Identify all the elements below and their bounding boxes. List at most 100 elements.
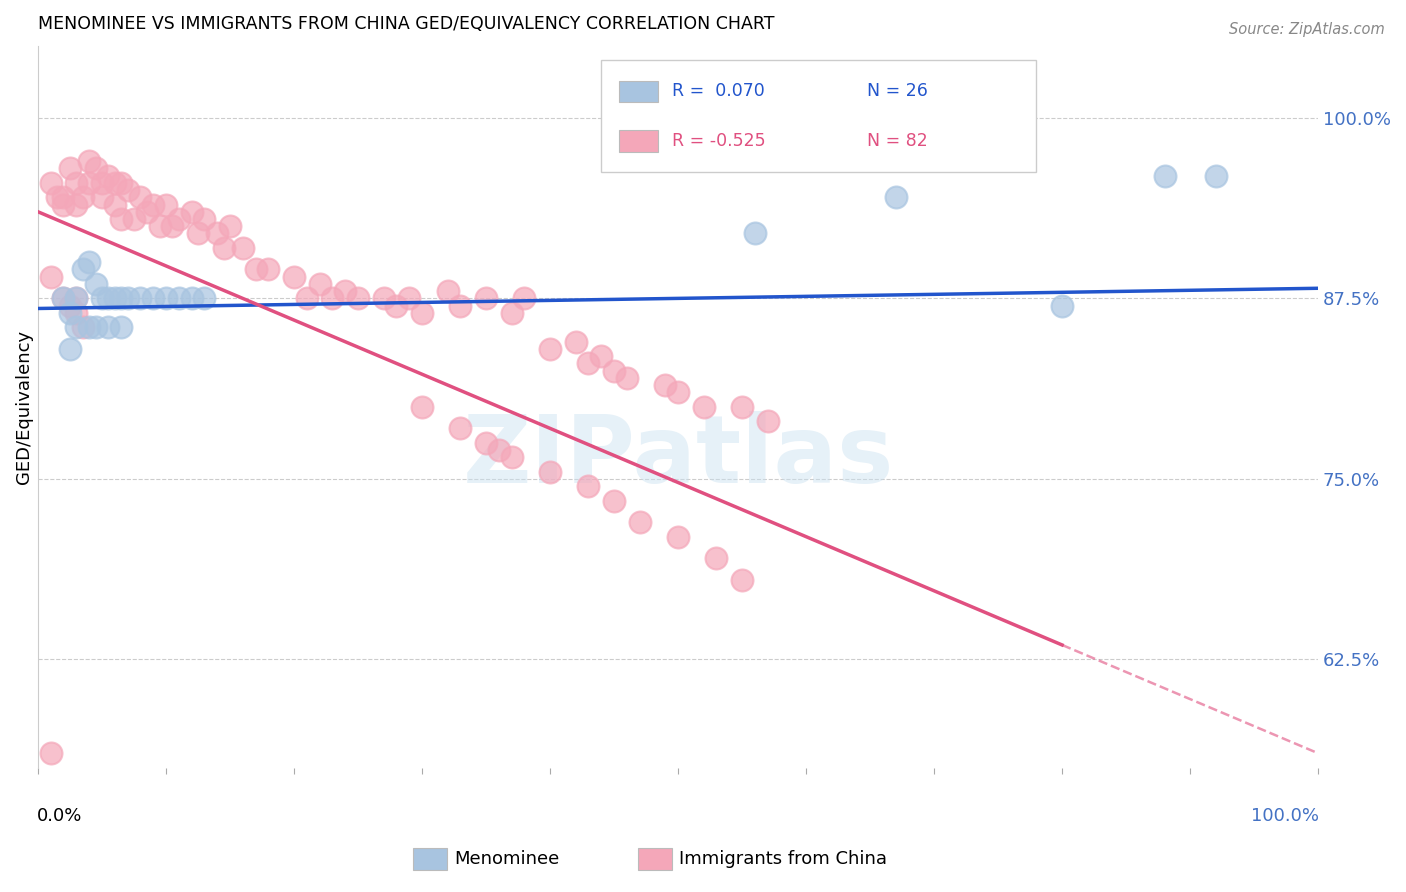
Point [72, 262, 94, 277]
Point [104, 292, 127, 306]
Point [654, 378, 676, 392]
Point [117, 183, 139, 197]
Point [321, 292, 343, 306]
Point [603, 363, 626, 377]
Point [219, 219, 242, 234]
Text: R =  0.070: R = 0.070 [672, 82, 765, 101]
Point [142, 197, 165, 211]
Point [110, 211, 132, 226]
Text: 100.0%: 100.0% [1251, 807, 1319, 825]
Point [245, 262, 267, 277]
Point [488, 442, 510, 457]
Point [77, 154, 100, 169]
Point [411, 306, 433, 320]
Point [205, 227, 228, 241]
Text: N = 26: N = 26 [868, 82, 928, 101]
Point [65, 320, 87, 334]
Point [1205, 169, 1227, 183]
Point [52, 190, 75, 204]
Point [180, 204, 202, 219]
Point [501, 450, 523, 465]
Point [187, 227, 209, 241]
Point [90, 176, 112, 190]
Point [295, 292, 318, 306]
Point [731, 400, 754, 414]
Point [46, 190, 69, 204]
Point [603, 493, 626, 508]
Text: Immigrants from China: Immigrants from China [679, 850, 887, 868]
Point [90, 190, 112, 204]
Point [117, 292, 139, 306]
Point [756, 414, 779, 428]
Point [97, 169, 120, 183]
Point [52, 197, 75, 211]
FancyBboxPatch shape [619, 80, 658, 103]
Point [65, 306, 87, 320]
Point [564, 334, 586, 349]
Point [449, 421, 471, 435]
Point [167, 292, 190, 306]
Point [193, 211, 215, 226]
Point [39, 269, 62, 284]
Point [628, 515, 651, 529]
Point [257, 262, 280, 277]
Point [283, 269, 305, 284]
Point [77, 176, 100, 190]
Point [398, 292, 420, 306]
Point [65, 292, 87, 306]
Point [449, 299, 471, 313]
Point [962, 804, 984, 818]
Point [110, 320, 132, 334]
Point [65, 197, 87, 211]
Point [59, 299, 82, 313]
Point [129, 190, 152, 204]
Point [122, 211, 145, 226]
Point [72, 190, 94, 204]
Point [167, 211, 190, 226]
Point [135, 204, 157, 219]
Point [39, 176, 62, 190]
Point [692, 400, 714, 414]
Point [142, 292, 165, 306]
Point [731, 573, 754, 587]
Point [84, 161, 107, 176]
Point [104, 176, 127, 190]
Point [148, 219, 170, 234]
Point [333, 284, 356, 298]
Text: N = 82: N = 82 [868, 132, 928, 150]
Point [59, 306, 82, 320]
Point [129, 292, 152, 306]
Point [706, 551, 728, 566]
Text: ZIPatlas: ZIPatlas [463, 411, 894, 503]
Point [97, 292, 120, 306]
Point [373, 292, 395, 306]
FancyBboxPatch shape [619, 130, 658, 152]
Point [1050, 299, 1073, 313]
Text: Source: ZipAtlas.com: Source: ZipAtlas.com [1229, 22, 1385, 37]
Point [475, 435, 498, 450]
Point [666, 530, 689, 544]
Text: Menominee: Menominee [454, 850, 560, 868]
Text: 0.0%: 0.0% [37, 807, 82, 825]
Point [193, 292, 215, 306]
Point [308, 277, 330, 291]
Point [232, 241, 254, 255]
Point [1153, 169, 1175, 183]
Point [212, 241, 235, 255]
Point [616, 371, 638, 385]
Point [59, 161, 82, 176]
Point [65, 176, 87, 190]
Point [59, 342, 82, 356]
Point [180, 292, 202, 306]
Point [538, 465, 561, 479]
Point [77, 320, 100, 334]
Point [90, 292, 112, 306]
Point [385, 299, 408, 313]
Point [576, 356, 599, 370]
Point [104, 197, 127, 211]
Point [155, 197, 177, 211]
Point [884, 190, 907, 204]
Point [52, 292, 75, 306]
Point [591, 349, 613, 363]
Point [162, 219, 184, 234]
